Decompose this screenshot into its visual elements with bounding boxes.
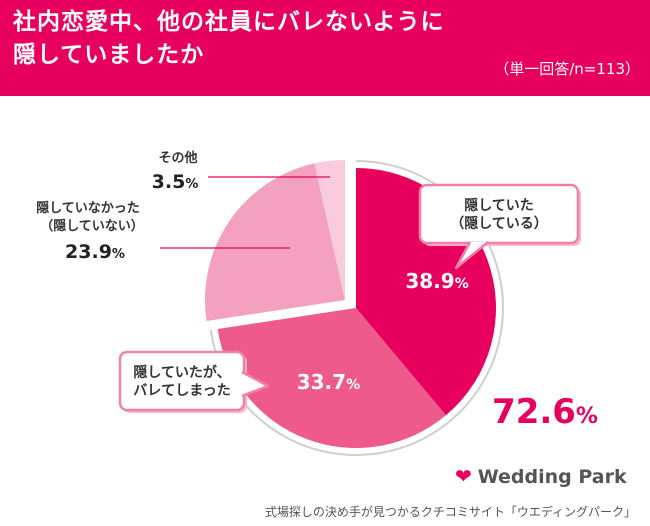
label-other: その他 [158,150,197,166]
pie-slice-3 [314,160,345,300]
callout-hid: 隠していた（隠している） [418,183,581,270]
callout-hid-line-1: （隠している） [450,215,548,232]
callout-hid-found-line-1: バレてしまった [133,383,230,399]
header-banner: 社内恋愛中、他の社員にバレないように 隠していましたか （単一回答/n=113） [0,0,650,96]
label-not-hid-2: （隠していない） [40,218,144,234]
slice-value-0: 38.9% [405,269,468,293]
brand-name: Wedding Park [477,466,627,488]
pie-slice-2 [205,163,345,322]
heart-icon: ❤ [455,464,472,488]
callout-hid-tail [454,241,489,270]
callout-hid-found: 隠していたが、バレてしまった [118,350,270,413]
title-line-2: 隠していましたか [13,42,205,68]
pie-slice-1 [217,308,446,449]
callout-hid-line-0: 隠していた [464,197,534,214]
value-other: 3.5% [152,171,199,193]
label-not-hid-1: 隠していなかった [36,200,140,216]
callout-hid-found-line-0: 隠していたが、 [133,364,230,381]
page-title: 社内恋愛中、他の社員にバレないように 隠していましたか [13,6,445,72]
sample-note: （単一回答/n=113） [494,60,640,78]
title-line-1: 社内恋愛中、他の社員にバレないように [13,9,445,35]
brand-logo: ❤ Wedding Park [455,464,627,488]
callout-hid-box [418,183,580,245]
footer-caption: 式場探しの決め手が見つかるクチコミサイト「ウエディングパーク」 [264,505,636,519]
value-not-hid: 23.9% [65,241,125,263]
total-hid-value: 72.6% [492,392,598,432]
slice-value-1: 33.7% [297,370,360,394]
callout-hid-found-box [118,350,246,412]
callout-hid-found-tail [241,370,270,398]
